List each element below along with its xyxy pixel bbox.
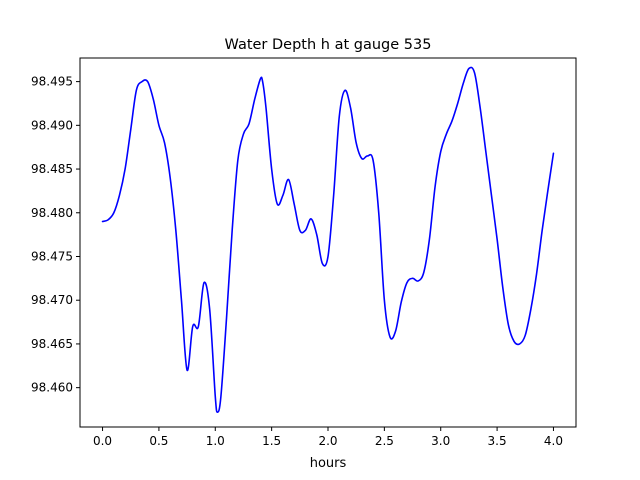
y-tick-label: 98.485 (31, 162, 73, 176)
y-tick-label: 98.480 (31, 206, 73, 220)
x-tick-label: 4.0 (544, 434, 563, 448)
x-axis-label: hours (310, 456, 347, 471)
x-axis-ticks: 0.0 0.5 1.0 1.5 2.0 2.5 3.0 3.5 4.0 (93, 427, 563, 448)
y-tick-label: 98.490 (31, 118, 73, 132)
y-tick-label: 98.470 (31, 293, 73, 307)
x-tick-label: 0.5 (149, 434, 168, 448)
y-tick-label: 98.475 (31, 249, 73, 263)
y-tick-label: 98.460 (31, 381, 73, 395)
x-tick-label: 1.0 (206, 434, 225, 448)
series-line-water-depth (101, 66, 555, 413)
x-tick-label: 1.5 (262, 434, 281, 448)
x-tick-label: 0.0 (93, 434, 112, 448)
axes-frame (79, 57, 577, 428)
x-tick-label: 3.0 (431, 434, 450, 448)
x-tick-label: 2.5 (375, 434, 394, 448)
x-tick-label: 2.0 (318, 434, 337, 448)
chart-title: Water Depth h at gauge 535 (225, 37, 432, 53)
y-tick-label: 98.465 (31, 337, 73, 351)
y-axis-ticks: 98.460 98.465 98.470 98.475 98.480 98.485 98.4… (31, 75, 80, 395)
y-tick-label: 98.495 (31, 75, 73, 89)
x-tick-label: 3.5 (488, 434, 507, 448)
plot-area (79, 57, 577, 428)
